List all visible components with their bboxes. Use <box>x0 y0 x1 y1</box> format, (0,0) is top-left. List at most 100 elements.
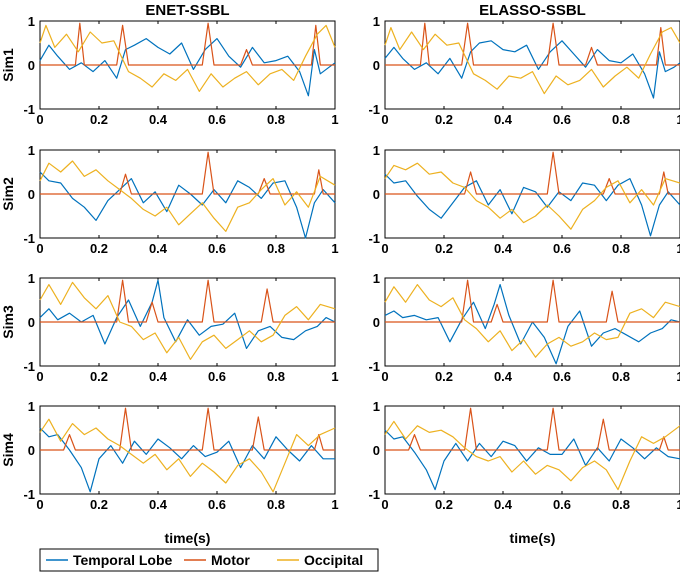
y-tick-label: 1 <box>373 14 380 29</box>
series-line-occipital <box>384 27 680 95</box>
x-tick-label: 1 <box>331 112 338 127</box>
x-tick-label: 0.8 <box>612 369 630 384</box>
x-tick-label: 0.4 <box>494 497 513 512</box>
x-tick-label: 0.8 <box>267 497 285 512</box>
series-line-motor <box>40 279 335 323</box>
x-tick-label: 1 <box>676 497 680 512</box>
x-tick-label: 0.2 <box>90 112 108 127</box>
x-tick-label: 1 <box>331 497 338 512</box>
series-line-motor <box>40 151 335 195</box>
x-tick-label: 0.8 <box>612 112 630 127</box>
series-line-temporal <box>384 284 680 365</box>
x-axis-label: time(s) <box>510 530 556 546</box>
x-tick-label: 0.6 <box>208 112 226 127</box>
x-tick-label: 0.8 <box>612 497 630 512</box>
x-tick-label: 1 <box>676 369 680 384</box>
x-tick-label: 0.2 <box>90 497 108 512</box>
y-tick-label: 1 <box>28 143 35 158</box>
y-tick-label: -1 <box>368 487 380 502</box>
row-label: Sim3 <box>0 305 16 339</box>
series-line-motor <box>385 22 680 66</box>
series-line-motor <box>385 151 680 195</box>
x-tick-label: 0.4 <box>494 112 513 127</box>
x-tick-label: 0 <box>36 369 43 384</box>
x-tick-label: 1 <box>676 112 680 127</box>
series-line-motor <box>385 279 680 323</box>
legend-label-motor: Motor <box>211 552 250 568</box>
x-tick-label: 0 <box>381 497 388 512</box>
y-tick-label: 0 <box>28 315 35 330</box>
y-tick-label: 0 <box>373 315 380 330</box>
series-line-occipital <box>384 284 680 358</box>
row-label: Sim1 <box>0 48 16 82</box>
x-tick-label: 0.2 <box>90 369 108 384</box>
x-tick-label: 0.4 <box>494 241 513 256</box>
series-line-occipital <box>39 160 336 232</box>
x-tick-label: 0.2 <box>435 112 453 127</box>
x-tick-label: 0.8 <box>267 369 285 384</box>
series-line-temporal <box>39 37 336 97</box>
legend-label-occipital: Occipital <box>304 552 363 568</box>
x-tick-label: 0 <box>36 112 43 127</box>
x-tick-label: 0.2 <box>90 241 108 256</box>
series-line-temporal <box>384 40 680 99</box>
y-tick-label: -1 <box>23 359 35 374</box>
column-title: ENET-SSBL <box>145 2 229 19</box>
x-tick-label: 0.8 <box>267 112 285 127</box>
legend-label-temporal: Temporal Lobe <box>73 552 173 568</box>
x-tick-label: 0.4 <box>149 112 168 127</box>
x-tick-label: 0.2 <box>435 241 453 256</box>
series-line-temporal <box>384 173 680 237</box>
y-tick-label: -1 <box>23 231 35 246</box>
x-tick-label: 1 <box>676 241 680 256</box>
column-title: ELASSO-SSBL <box>479 2 586 19</box>
x-tick-label: 0.4 <box>494 369 513 384</box>
series-line-temporal <box>39 427 335 493</box>
y-tick-label: 1 <box>373 143 380 158</box>
series-line-motor <box>385 407 680 451</box>
y-tick-label: 1 <box>373 399 380 414</box>
series-line-occipital <box>39 418 336 493</box>
x-tick-label: 0 <box>381 369 388 384</box>
x-tick-label: 1 <box>331 369 338 384</box>
legend: Temporal Lobe Motor Occipital <box>39 548 379 572</box>
y-tick-label: 0 <box>28 58 35 73</box>
x-tick-label: 0.6 <box>208 241 226 256</box>
x-tick-label: 0.2 <box>435 369 453 384</box>
legend-box <box>39 548 379 572</box>
y-tick-label: -1 <box>368 102 380 117</box>
x-tick-label: 0.6 <box>208 497 226 512</box>
y-tick-label: -1 <box>23 102 35 117</box>
y-tick-label: -1 <box>368 231 380 246</box>
row-label: Sim4 <box>0 433 16 467</box>
y-tick-label: 0 <box>373 58 380 73</box>
series-line-occipital <box>39 281 336 360</box>
y-tick-label: 0 <box>373 187 380 202</box>
series-line-occipital <box>39 24 336 93</box>
x-tick-label: 0.6 <box>553 497 571 512</box>
x-tick-label: 0.6 <box>553 112 571 127</box>
y-tick-label: 0 <box>373 443 380 458</box>
x-tick-label: 0.6 <box>208 369 226 384</box>
series-line-occipital <box>384 420 680 491</box>
y-tick-label: 1 <box>28 399 35 414</box>
series-line-motor <box>40 22 335 66</box>
x-tick-label: 0.8 <box>267 241 285 256</box>
y-tick-label: -1 <box>23 487 35 502</box>
x-tick-label: 0.6 <box>553 369 571 384</box>
series-line-temporal <box>384 429 680 491</box>
y-tick-label: 1 <box>28 271 35 286</box>
x-axis-label: time(s) <box>165 530 211 546</box>
series-line-occipital <box>384 162 680 230</box>
y-tick-label: 1 <box>373 271 380 286</box>
y-tick-label: 0 <box>28 187 35 202</box>
x-tick-label: 0.4 <box>149 241 168 256</box>
